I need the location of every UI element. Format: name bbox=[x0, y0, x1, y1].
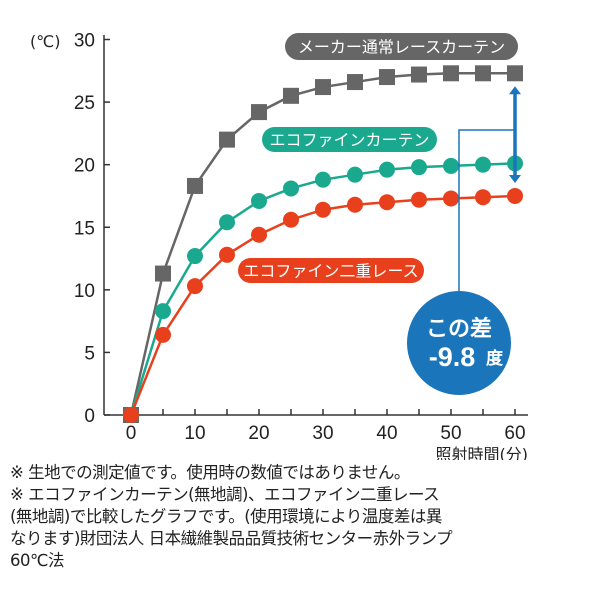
data-point-circle bbox=[219, 246, 235, 263]
data-point-square bbox=[379, 69, 395, 86]
data-point-square bbox=[219, 131, 235, 148]
x-tick-label: 0 bbox=[126, 423, 137, 444]
x-tick-label: 10 bbox=[184, 423, 205, 444]
legend-label-bg bbox=[285, 33, 518, 60]
data-point-circle bbox=[443, 190, 459, 207]
footnote-line: ※ エコファインカーテン(無地調)、エコファイン二重レース bbox=[10, 485, 440, 504]
difference-badge-value: -9.8 bbox=[429, 342, 476, 372]
data-point-circle bbox=[123, 407, 139, 423]
footnotes: ※ 生地での測定値です。使用時の数値ではありません。 ※ エコファインカーテン(… bbox=[10, 462, 595, 572]
legend-label: エコファインカーテン bbox=[269, 131, 429, 150]
x-axis-label: 照射時間(分) bbox=[436, 445, 529, 460]
difference-badge bbox=[407, 291, 511, 395]
data-point-square bbox=[315, 79, 331, 96]
y-tick-label: 25 bbox=[74, 93, 95, 114]
legend-label-bg bbox=[238, 258, 424, 283]
data-point-square bbox=[283, 87, 299, 104]
x-tick-label: 50 bbox=[440, 423, 461, 444]
data-point-circle bbox=[187, 248, 203, 265]
y-axis-label: (℃) bbox=[30, 32, 60, 51]
data-point-square bbox=[475, 65, 491, 82]
data-point-square bbox=[443, 65, 459, 82]
data-point-circle bbox=[411, 159, 427, 176]
data-point-circle bbox=[475, 156, 491, 173]
y-tick-label: 20 bbox=[74, 156, 95, 177]
data-point-circle bbox=[315, 171, 331, 188]
data-point-circle bbox=[475, 189, 491, 206]
y-tick-label: 5 bbox=[84, 343, 95, 364]
data-point-circle bbox=[347, 166, 363, 183]
data-point-circle bbox=[443, 157, 459, 174]
y-tick-label: 10 bbox=[74, 281, 95, 302]
x-tick-label: 60 bbox=[504, 423, 525, 444]
data-point-circle bbox=[347, 196, 363, 213]
data-point-circle bbox=[155, 303, 171, 320]
data-point-circle bbox=[251, 192, 267, 209]
x-tick-label: 20 bbox=[248, 423, 269, 444]
data-point-circle bbox=[315, 201, 331, 218]
x-tick-label: 30 bbox=[312, 423, 333, 444]
y-tick-label: 0 bbox=[84, 406, 95, 427]
footnote-line: ※ 生地での測定値です。使用時の数値ではありません。 bbox=[10, 463, 410, 482]
data-point-square bbox=[347, 74, 363, 91]
data-point-square bbox=[155, 265, 171, 282]
footnote-line: (無地調)で比較したグラフです。(使用環境により温度差は異 bbox=[10, 507, 442, 526]
data-point-circle bbox=[251, 226, 267, 243]
footnote-line: なります)財団法人 日本繊維製品品質技術センター赤外ランプ bbox=[10, 529, 453, 548]
data-point-square bbox=[251, 104, 267, 121]
callout-line bbox=[458, 129, 515, 300]
data-point-circle bbox=[219, 214, 235, 231]
data-point-square bbox=[187, 177, 203, 194]
difference-badge-unit: 度 bbox=[486, 348, 504, 369]
data-point-circle bbox=[411, 191, 427, 208]
data-point-circle bbox=[283, 211, 299, 228]
arrow-head-up-icon bbox=[509, 86, 521, 95]
data-point-circle bbox=[507, 187, 523, 204]
x-tick-label: 40 bbox=[376, 423, 397, 444]
difference-badge-line1: この差 bbox=[426, 316, 492, 342]
legend-label-bg bbox=[262, 127, 437, 152]
footnote-line: 60℃法 bbox=[10, 551, 65, 570]
data-point-circle bbox=[187, 278, 203, 295]
legend-label: エコファイン二重レース bbox=[243, 262, 418, 281]
y-tick-label: 15 bbox=[74, 218, 95, 239]
data-point-circle bbox=[155, 326, 171, 343]
data-point-circle bbox=[379, 161, 395, 178]
data-point-circle bbox=[283, 180, 299, 197]
legend-label: メーカー通常レースカーテン bbox=[298, 38, 505, 57]
data-point-square bbox=[411, 66, 427, 83]
y-tick-label: 30 bbox=[74, 31, 95, 52]
data-point-circle bbox=[379, 194, 395, 211]
arrow-head-down-icon bbox=[509, 174, 521, 183]
data-point-square bbox=[507, 65, 523, 82]
